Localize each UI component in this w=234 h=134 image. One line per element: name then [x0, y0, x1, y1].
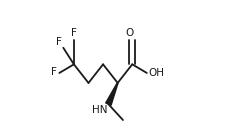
Text: F: F: [56, 37, 62, 47]
Text: F: F: [51, 67, 57, 77]
Polygon shape: [106, 83, 118, 105]
Text: OH: OH: [149, 68, 165, 78]
Text: HN: HN: [92, 105, 107, 115]
Text: F: F: [71, 28, 77, 38]
Text: O: O: [126, 29, 134, 38]
